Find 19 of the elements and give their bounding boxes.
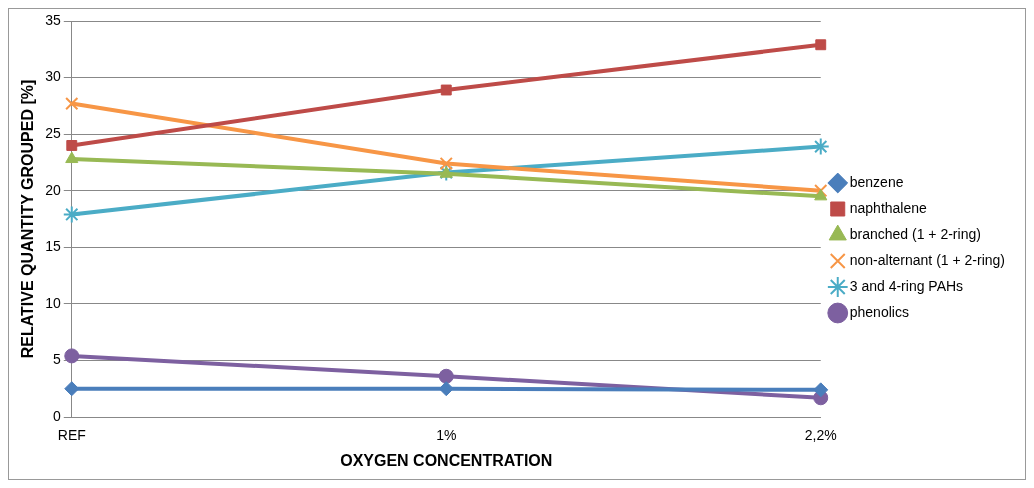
y-tick-label: 5: [52, 351, 61, 368]
y-tick-label: 30: [45, 68, 61, 85]
y-tick-label: 35: [45, 11, 61, 28]
y-tick-label: 20: [45, 181, 61, 198]
legend-label: non-alternant (1 + 2-ring): [849, 251, 1006, 268]
x-tick-label: 1%: [436, 427, 457, 444]
y-tick-label: 10: [45, 294, 61, 311]
y-axis-title: RELATIVE QUANTITY GROUPED [%]: [19, 79, 37, 359]
x-tick-label: REF: [57, 427, 86, 444]
y-tick-label: 0: [52, 407, 61, 424]
x-tick-label: 2,2%: [804, 427, 837, 444]
legend-label: 3 and 4-ring PAHs: [849, 277, 964, 294]
legend-label: naphthalene: [849, 199, 928, 216]
y-tick-label: 25: [45, 125, 61, 141]
y-tick-label: 15: [45, 238, 61, 255]
legend-label: phenolics: [849, 303, 909, 320]
legend-label: benzene: [849, 173, 904, 190]
x-axis-title: OXYGEN CONCENTRATION: [340, 451, 553, 469]
legend-label: branched (1 + 2-ring): [849, 225, 981, 242]
